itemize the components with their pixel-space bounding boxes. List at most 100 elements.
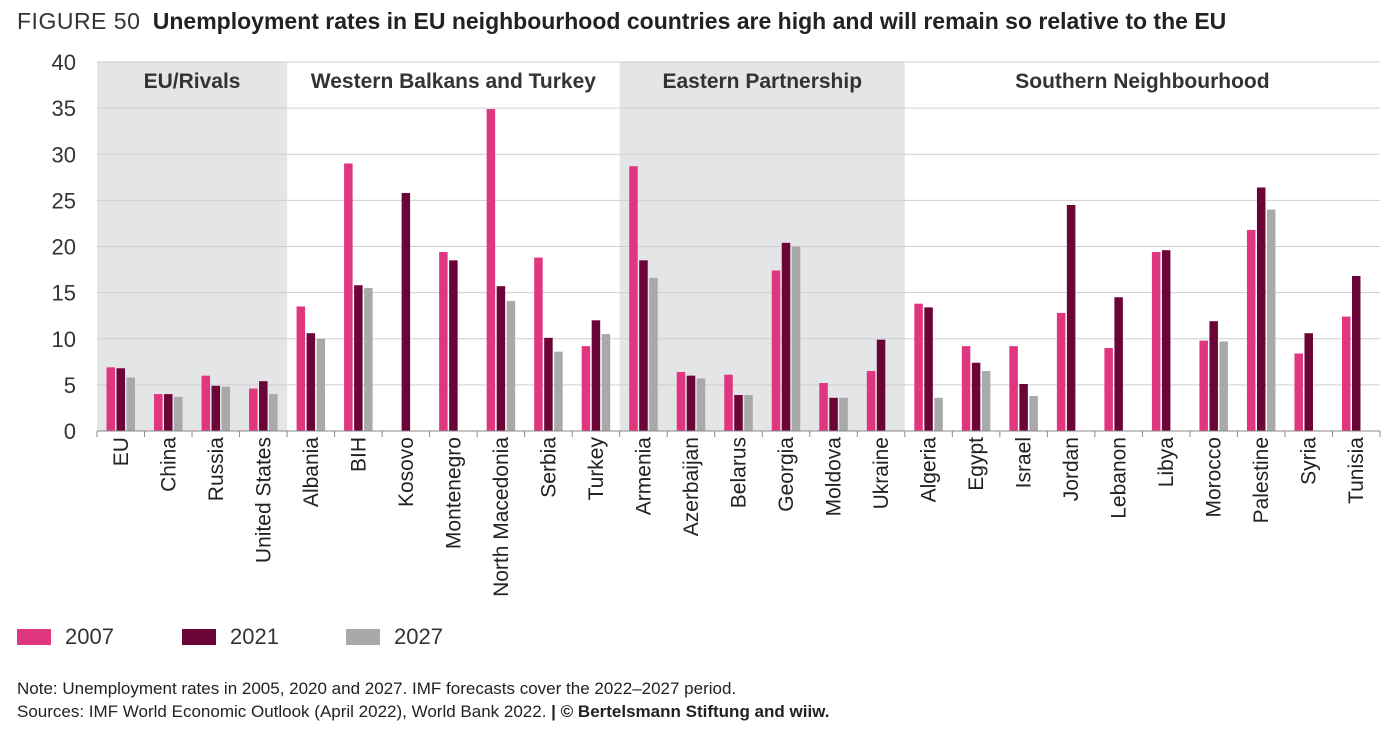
note-text: Note: Unemployment rates in 2005, 2020 a… xyxy=(17,679,737,698)
bar-2007-serbia xyxy=(534,257,543,431)
bar-2027-serbia xyxy=(554,351,563,431)
x-tick-label-montenegro: Montenegro xyxy=(442,437,465,549)
chart-notes: Note: Unemployment rates in 2005, 2020 a… xyxy=(17,677,829,723)
bar-2007-israel xyxy=(1009,346,1018,431)
bar-2007-north-macedonia xyxy=(486,109,496,432)
bar-2027-united-states xyxy=(269,394,278,431)
bar-2021-israel xyxy=(1019,383,1028,431)
bar-2007-georgia xyxy=(771,270,781,431)
bar-2021-russia xyxy=(211,385,221,431)
separator: | xyxy=(551,702,556,721)
x-tick-label-egypt: Egypt xyxy=(965,437,988,491)
bar-2007-algeria xyxy=(914,303,923,431)
bar-2027-palestine xyxy=(1266,209,1276,431)
x-tick-label-belarus: Belarus xyxy=(728,437,751,508)
y-tick-label-40: 40 xyxy=(52,50,76,75)
bar-2021-jordan xyxy=(1066,204,1076,431)
bar-2007-russia xyxy=(201,375,211,431)
legend-label-2021: 2021 xyxy=(230,624,279,649)
bar-2007-montenegro xyxy=(439,252,448,431)
bar-2027-turkey xyxy=(601,334,611,431)
y-tick-label-35: 35 xyxy=(52,96,76,121)
bar-2021-morocco xyxy=(1209,321,1218,431)
bar-2021-ukraine xyxy=(876,339,886,431)
bar-2007-china xyxy=(154,394,163,431)
bar-2021-armenia xyxy=(639,260,648,431)
bar-2021-albania xyxy=(306,333,316,431)
y-tick-label-20: 20 xyxy=(52,235,76,260)
y-tick-label-15: 15 xyxy=(52,281,76,306)
x-tick-label-eu: EU xyxy=(110,437,133,466)
bar-2027-north-macedonia xyxy=(506,300,516,431)
x-tick-label-north-macedonia: North Macedonia xyxy=(490,437,513,597)
x-tick-label-jordan: Jordan xyxy=(1060,437,1083,501)
bar-2007-moldova xyxy=(819,383,828,431)
bar-2021-china xyxy=(164,394,173,431)
x-tick-label-serbia: Serbia xyxy=(537,437,560,498)
bar-2007-tunisia xyxy=(1341,316,1351,431)
legend-label-2027: 2027 xyxy=(394,624,443,649)
legend-label-2007: 2007 xyxy=(65,624,114,649)
x-tick-label-united-states: United States xyxy=(252,437,275,563)
bar-2027-algeria xyxy=(934,397,943,431)
bar-2007-ukraine xyxy=(866,371,876,431)
bar-2021-united-states xyxy=(259,381,268,431)
bar-2027-china xyxy=(174,396,183,431)
x-tick-label-israel: Israel xyxy=(1013,437,1036,488)
x-tick-label-armenia: Armenia xyxy=(632,437,655,516)
bar-2021-kosovo xyxy=(401,192,411,431)
sources-line: Sources: IMF World Economic Outlook (Apr… xyxy=(17,700,829,723)
x-tick-label-syria: Syria xyxy=(1298,437,1321,485)
bar-2021-syria xyxy=(1304,333,1313,431)
bar-2021-algeria xyxy=(924,307,933,431)
bar-2007-bih xyxy=(344,163,353,431)
bar-2027-egypt xyxy=(981,371,991,431)
bar-2027-morocco xyxy=(1219,341,1228,431)
figure-title: FIGURE 50 Unemployment rates in EU neigh… xyxy=(17,8,1226,35)
bar-2021-eu xyxy=(116,368,126,431)
legend-swatch-2021 xyxy=(182,629,216,645)
group-label-2: Eastern Partnership xyxy=(662,70,862,93)
bar-2021-turkey xyxy=(591,320,601,431)
x-tick-label-morocco: Morocco xyxy=(1203,437,1226,518)
bar-2027-georgia xyxy=(791,246,801,431)
bar-2007-morocco xyxy=(1199,340,1208,431)
x-tick-label-tunisia: Tunisia xyxy=(1345,437,1368,504)
bar-2021-egypt xyxy=(971,362,981,431)
group-label-1: Western Balkans and Turkey xyxy=(311,70,596,93)
group-label-3: Southern Neighbourhood xyxy=(1015,70,1269,93)
bar-2021-serbia xyxy=(544,337,553,431)
bar-2007-armenia xyxy=(629,166,638,431)
bar-2007-eu xyxy=(106,367,116,431)
x-tick-label-russia: Russia xyxy=(205,437,228,502)
x-tick-label-bih: BIH xyxy=(347,437,370,472)
y-tick-label-5: 5 xyxy=(64,373,76,398)
bar-2007-lebanon xyxy=(1104,347,1113,431)
y-tick-label-10: 10 xyxy=(52,327,76,352)
bar-2021-libya xyxy=(1161,250,1171,431)
bar-2027-moldova xyxy=(839,397,848,431)
y-tick-label-25: 25 xyxy=(52,188,76,213)
bar-2027-belarus xyxy=(744,395,753,431)
x-tick-label-lebanon: Lebanon xyxy=(1108,437,1131,519)
y-tick-label-30: 30 xyxy=(52,142,76,167)
bar-2027-russia xyxy=(221,386,231,431)
bar-2021-belarus xyxy=(734,395,743,431)
legend-item-2007: 2007 xyxy=(17,624,114,650)
bar-2021-lebanon xyxy=(1114,297,1123,431)
x-tick-label-georgia: Georgia xyxy=(775,437,798,512)
bar-2007-palestine xyxy=(1246,229,1256,431)
legend-swatch-2027 xyxy=(346,629,380,645)
bar-2027-eu xyxy=(126,377,136,431)
bar-2007-azerbaijan xyxy=(676,371,686,431)
bar-2021-moldova xyxy=(829,397,838,431)
legend-item-2027: 2027 xyxy=(346,624,443,650)
bar-2027-israel xyxy=(1029,395,1038,431)
x-tick-label-algeria: Algeria xyxy=(918,437,941,503)
legend-item-2021: 2021 xyxy=(182,624,279,650)
sources-text: Sources: IMF World Economic Outlook (Apr… xyxy=(17,702,547,721)
bar-2021-azerbaijan xyxy=(686,375,696,431)
bar-2027-azerbaijan xyxy=(696,378,706,431)
bar-2021-montenegro xyxy=(449,260,458,431)
bar-2021-north-macedonia xyxy=(496,286,506,431)
